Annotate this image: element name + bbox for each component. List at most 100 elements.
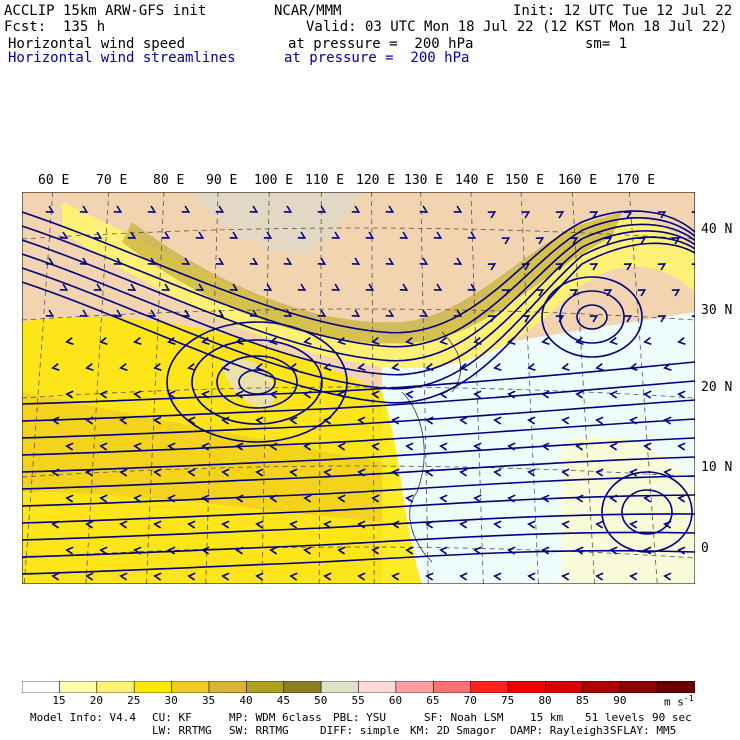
smoothing: sm= 1 (585, 36, 628, 52)
colorbar-swatch (246, 681, 285, 693)
streamline-arrow (365, 283, 375, 291)
streamline-arrow (79, 205, 89, 213)
field-streamlines: Horizontal wind streamlines (8, 50, 236, 66)
colorbar-swatch (59, 681, 98, 693)
streamline-arrow (371, 390, 380, 399)
streamline-arrow (167, 546, 176, 555)
longitude-label: 110 E (305, 173, 345, 188)
streamline-arrow (419, 309, 429, 317)
footer-item: SFLAY: MM5 (610, 724, 677, 737)
streamline-arrow (255, 468, 264, 477)
latitude-grid-line (22, 386, 695, 399)
streamline-arrow (555, 211, 565, 219)
streamline-arrow (263, 283, 273, 291)
streamline-arrow (677, 442, 686, 451)
streamline-arrow (663, 362, 672, 371)
streamline-arrow (187, 520, 196, 529)
streamline-arrow (235, 494, 244, 503)
streamline (576, 304, 608, 330)
streamline-arrow (215, 205, 225, 213)
streamline-arrow (113, 205, 123, 213)
streamline-arrow (65, 336, 74, 345)
streamline-arrow (133, 336, 142, 345)
streamline-arrow (235, 390, 244, 399)
streamline-arrow (133, 390, 142, 399)
streamline-arrow (459, 416, 468, 425)
streamline-arrow (317, 205, 327, 213)
streamline-arrow (467, 283, 477, 291)
streamline-arrow (405, 442, 414, 451)
streamline-arrow (385, 309, 395, 317)
streamline-arrow (181, 205, 191, 213)
streamline (238, 369, 276, 395)
streamline-arrow (657, 315, 667, 323)
longitude-grid-line (571, 192, 595, 584)
streamline-arrow (405, 336, 414, 345)
longitude-grid-line (520, 192, 539, 584)
streamline-arrow (561, 520, 570, 529)
streamline-arrow (221, 520, 230, 529)
streamline-arrow (459, 572, 468, 581)
streamline-arrow (405, 494, 414, 503)
streamline-arrow (357, 572, 366, 581)
streamline-arrow (147, 205, 157, 213)
streamline-arrow (255, 416, 264, 425)
easterly-jet-core-shading (22, 392, 382, 522)
streamline-arrow (331, 283, 341, 291)
longitude-label: 160 E (558, 173, 598, 188)
streamline-arrow (609, 390, 618, 399)
streamline-arrow (487, 263, 497, 271)
streamline-arrow (127, 283, 137, 291)
streamline-arrow (507, 546, 516, 555)
streamline-arrow (527, 362, 536, 371)
streamline-arrow (575, 546, 584, 555)
colorbar-swatch (283, 681, 322, 693)
streamline-arrow (569, 289, 579, 297)
streamline-arrow (501, 289, 511, 297)
streamline-arrow (507, 336, 516, 345)
latitude-label: 40 N (701, 222, 733, 237)
streamline-arrow (691, 315, 695, 322)
streamline-arrow (643, 336, 652, 345)
streamline-arrow (493, 520, 502, 529)
streamline-arrow (93, 283, 103, 291)
streamline-arrow (609, 336, 618, 345)
streamline-arrow (323, 416, 332, 425)
colorbar-label: 65 (426, 694, 440, 707)
colorbar-label: 75 (501, 694, 515, 707)
streamline-arrow (99, 442, 108, 451)
streamline-arrow (663, 416, 672, 425)
streamline (22, 223, 695, 362)
streamline-arrow (425, 572, 434, 581)
streamline-arrow (425, 468, 434, 477)
streamline-arrow (119, 416, 128, 425)
streamline-arrow (691, 211, 695, 218)
streamline-arrow (521, 211, 531, 219)
streamline-arrow (99, 336, 108, 345)
streamline-arrow (595, 362, 604, 371)
streamline-arrow (59, 231, 69, 239)
colorbar-swatch (22, 681, 61, 693)
streamline-arrow (201, 546, 210, 555)
streamline-arrow (439, 390, 448, 399)
footer-item: 15 km (530, 711, 564, 724)
colorbar-label: 45 (276, 694, 290, 707)
streamline-arrow (127, 231, 137, 239)
streamline-arrow (153, 520, 162, 529)
streamline-arrow (589, 315, 599, 323)
streamline-arrow (425, 362, 434, 371)
streamline-arrow (493, 468, 502, 477)
streamline-arrow (487, 211, 497, 219)
streamline-arrow (221, 572, 230, 581)
streamline-arrow (201, 494, 210, 503)
colorbar-swatch (507, 681, 547, 693)
streamline-arrow (221, 468, 230, 477)
streamline-arrow (425, 520, 434, 529)
streamline-arrow (269, 336, 278, 345)
streamline-arrow (535, 237, 545, 245)
streamline-arrow (195, 231, 205, 239)
jet-core-shading (122, 212, 622, 344)
pacific-shading (562, 435, 695, 584)
streamline-arrow (643, 442, 652, 451)
streamline-arrow (99, 546, 108, 555)
